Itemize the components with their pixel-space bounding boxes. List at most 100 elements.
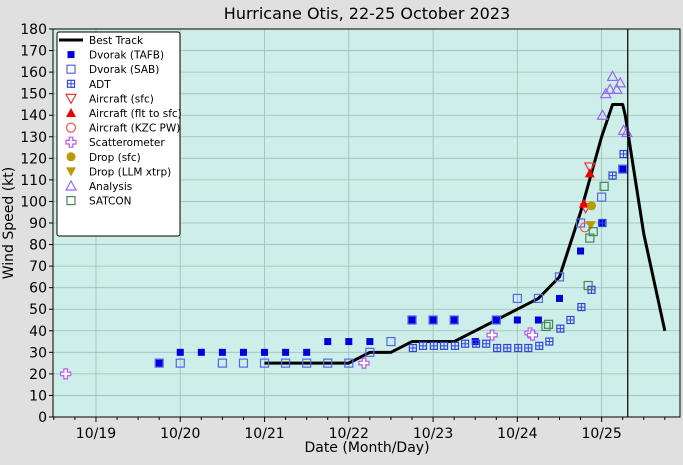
adt-point xyxy=(619,149,628,159)
dvorak-tafb-point xyxy=(513,316,521,324)
y-tick-label: 150 xyxy=(20,87,47,103)
adt-marker-grid xyxy=(545,338,553,346)
dvorak-sab-point xyxy=(597,192,607,202)
legend-swatch-dvorak-tafb xyxy=(67,51,75,59)
x-tick-label: 10/23 xyxy=(413,426,453,442)
legend-label-scatterometer: Scatterometer xyxy=(89,137,165,149)
dvorak-sab-point xyxy=(154,358,164,368)
analysis-point xyxy=(620,126,633,138)
adt-marker-grid xyxy=(430,342,438,350)
analysis-point xyxy=(606,70,619,82)
dvorak-tafb-point xyxy=(176,348,184,356)
adt-marker-grid xyxy=(535,342,543,350)
dvorak-tafb-point xyxy=(534,316,542,324)
adt-marker-grid xyxy=(609,172,617,180)
y-tick-label: 30 xyxy=(29,345,47,361)
adt-marker-grid xyxy=(620,150,628,158)
dvorak-sab-point xyxy=(386,336,396,347)
y-tick-label: 130 xyxy=(20,130,47,146)
analysis-point xyxy=(610,83,623,94)
dvorak-sab-series xyxy=(154,164,628,368)
legend-label-aircraft-flt-to-sfc: Aircraft (flt to sfc) xyxy=(89,108,182,120)
analysis-point xyxy=(614,76,627,88)
adt-point xyxy=(535,341,544,350)
dvorak-tafb-point xyxy=(197,348,205,356)
scatterometer-series xyxy=(60,327,539,380)
aircraft-flt-to-sfc-point xyxy=(584,168,595,178)
legend: Best Track Dvorak (TAFB) Dvorak (SAB) ADT Ai… xyxy=(56,31,182,237)
dvorak-tafb-point xyxy=(324,338,332,346)
dvorak-sab-point xyxy=(280,358,291,368)
dvorak-sab-point xyxy=(259,358,270,368)
adt-point xyxy=(429,341,439,350)
adt-point xyxy=(545,337,554,346)
adt-point xyxy=(503,343,512,353)
x-tick-label: 10/24 xyxy=(497,426,537,442)
aircraft-flt-to-sfc-point xyxy=(578,198,589,208)
aircraft-sfc-point xyxy=(583,162,596,174)
dvorak-sab-point xyxy=(554,272,565,282)
dvorak-sab-point xyxy=(238,358,249,368)
legend-label-satcon: SATCON xyxy=(89,196,131,208)
analysis-series xyxy=(596,70,633,138)
dvorak-sab-point xyxy=(428,315,438,325)
axis-ticks: 0 10 20 30 40 50 60 70 80 90 100 110 120 130 140 150 160… xyxy=(20,22,666,442)
legend-swatch-dvorak-sab xyxy=(66,64,76,74)
adt-series xyxy=(408,149,628,353)
best-track-line xyxy=(264,102,667,365)
x-axis-label: Date (Month/Day) xyxy=(304,440,429,456)
adt-marker-grid xyxy=(524,344,532,352)
adt-point xyxy=(418,341,428,350)
y-tick-label: 40 xyxy=(29,324,47,340)
adt-point xyxy=(608,171,617,180)
satcon-point xyxy=(585,233,595,243)
dvorak-tafb-point xyxy=(471,338,479,346)
satcon-point xyxy=(588,227,598,237)
dvorak-sab-point xyxy=(365,347,375,357)
dvorak-tafb-point xyxy=(555,294,563,302)
y-tick-label: 90 xyxy=(29,216,47,232)
y-tick-label: 70 xyxy=(29,259,47,275)
legend-label-adt: ADT xyxy=(89,79,111,91)
dvorak-sab-point xyxy=(323,358,333,368)
adt-marker-grid xyxy=(577,303,585,311)
legend-label-drop-sfc: Drop (sfc) xyxy=(89,152,141,164)
y-tick-label: 80 xyxy=(29,238,47,254)
dvorak-sab-point xyxy=(618,164,628,174)
legend-box xyxy=(56,31,181,237)
dvorak-tafb-point xyxy=(261,348,269,356)
plot-frame xyxy=(52,28,681,418)
dvorak-tafb-point xyxy=(282,348,290,356)
x-tick-label: 10/22 xyxy=(329,426,369,442)
adt-marker-grid xyxy=(598,219,606,227)
scatterometer-point xyxy=(60,368,72,380)
adt-marker-grid xyxy=(451,342,459,350)
dvorak-tafb-point xyxy=(492,316,500,324)
adt-marker-grid xyxy=(482,340,490,348)
adt-point xyxy=(482,339,491,348)
adt-marker-grid xyxy=(566,316,574,324)
adt-point xyxy=(461,339,470,348)
y-tick-label: 180 xyxy=(20,22,47,38)
y-tick-label: 0 xyxy=(38,410,47,426)
adt-point xyxy=(493,343,502,353)
drop-llm-xtrp-point xyxy=(585,221,596,231)
dvorak-tafb-point xyxy=(450,316,458,324)
adt-marker-grid xyxy=(409,344,417,352)
y-tick-label: 60 xyxy=(29,281,47,297)
legend-swatch-analysis xyxy=(64,179,78,191)
y-tick-label: 170 xyxy=(20,44,47,60)
dvorak-tafb-point xyxy=(408,316,416,324)
drop-sfc-series xyxy=(587,201,597,211)
legend-swatch-aircraft-flt-to-sfc xyxy=(66,108,76,117)
aircraft-flt-to-sfc-series xyxy=(578,168,595,208)
x-tick-label: 10/25 xyxy=(581,426,621,442)
adt-marker-grid xyxy=(440,342,448,350)
dvorak-sab-point xyxy=(512,293,522,304)
adt-marker-grid xyxy=(514,344,522,352)
legend-label-drop-llm-xtrp: Drop (LLM xtrp) xyxy=(89,166,171,178)
legend-label-dvorak-tafb: Dvorak (TAFB) xyxy=(89,50,164,62)
dvorak-sab-point xyxy=(449,315,459,325)
dvorak-tafb-point xyxy=(429,316,437,324)
y-axis-label: Wind Speed (kt) xyxy=(1,167,17,280)
